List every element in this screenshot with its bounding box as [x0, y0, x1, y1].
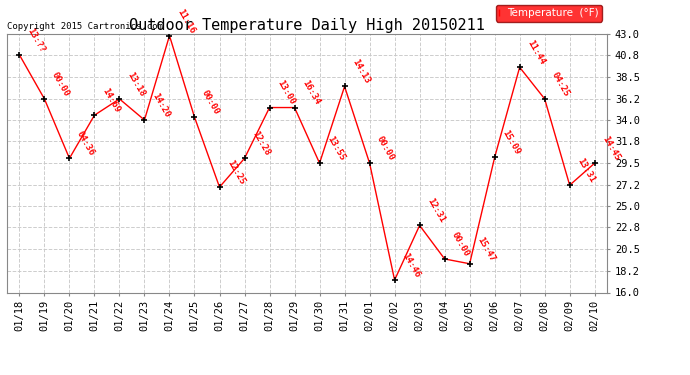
Text: 11:44: 11:44 — [525, 39, 546, 66]
Text: 16:34: 16:34 — [300, 79, 322, 107]
Text: 00:00: 00:00 — [50, 70, 71, 98]
Text: Copyright 2015 Cartronics.com: Copyright 2015 Cartronics.com — [7, 22, 163, 31]
Text: 14:69: 14:69 — [100, 87, 121, 114]
Text: 00:00: 00:00 — [450, 230, 471, 258]
Text: 04:25: 04:25 — [550, 70, 571, 98]
Text: 15:09: 15:09 — [500, 129, 522, 157]
Text: 00:00: 00:00 — [375, 135, 396, 162]
Text: 13:00: 13:00 — [275, 79, 296, 107]
Text: 13:18: 13:18 — [125, 70, 146, 98]
Text: 14:20: 14:20 — [150, 92, 171, 119]
Text: 13:55: 13:55 — [325, 135, 346, 162]
Text: 12:25: 12:25 — [225, 159, 246, 186]
Text: 14:13: 14:13 — [350, 58, 371, 86]
Text: 00:00: 00:00 — [200, 88, 221, 116]
Text: 13:31: 13:31 — [575, 157, 596, 184]
Text: 12:28: 12:28 — [250, 130, 271, 158]
Title: Outdoor Temperature Daily High 20150211: Outdoor Temperature Daily High 20150211 — [129, 18, 485, 33]
Text: 14:46: 14:46 — [400, 252, 422, 279]
Legend: Temperature  (°F): Temperature (°F) — [496, 5, 602, 22]
Text: 12:31: 12:31 — [425, 197, 446, 225]
Text: 11:16: 11:16 — [175, 7, 196, 35]
Text: 14:45: 14:45 — [600, 135, 622, 162]
Text: 13:??: 13:?? — [25, 26, 46, 54]
Text: 15:47: 15:47 — [475, 235, 496, 263]
Text: 04:36: 04:36 — [75, 130, 96, 158]
